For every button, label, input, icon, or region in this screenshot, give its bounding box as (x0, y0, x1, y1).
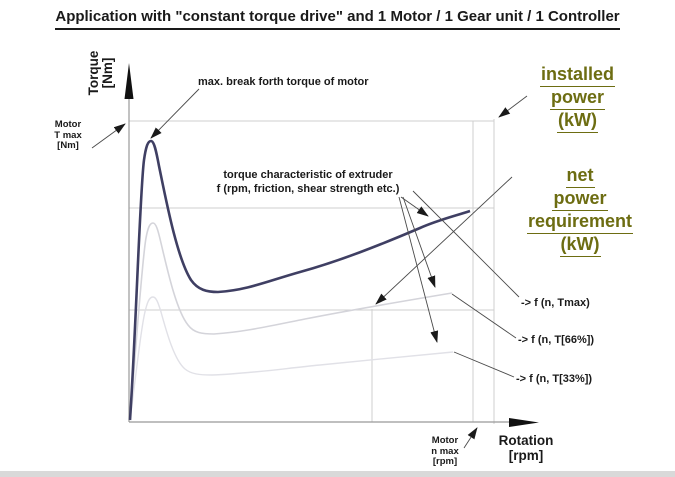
main-torque-curve (128, 139, 471, 421)
torque-33-curve (129, 296, 454, 421)
y-axis-label-line1: Torque (85, 50, 101, 96)
callout-lines (91, 88, 528, 449)
page-title: Application with "constant torque drive"… (55, 8, 620, 30)
callout-net-power-arrow (375, 176, 513, 305)
net-power-line1: net (565, 165, 595, 188)
extruder-characteristic-label: torque characteristic of extruder f (rpm… (190, 168, 426, 197)
net-power-line3: requirement (526, 211, 634, 234)
motor-tmax-marker: Motor T max [Nm] (42, 119, 94, 152)
callout-extruder-to-66-arrow (402, 196, 436, 288)
motor-tmax-line3: [Nm] (57, 140, 79, 152)
installed-power-label: installed power (kW) (505, 64, 650, 133)
motor-nmax-line2: n max (431, 445, 459, 457)
installed-power-line3: (kW) (557, 110, 598, 133)
motor-tmax-line2: T max (54, 129, 82, 141)
x-axis-label-line2: [rpm] (508, 448, 544, 464)
extruder-characteristic-line2: f (rpm, friction, shear strength etc.) (216, 183, 400, 196)
net-power-line4: (kW) (559, 234, 601, 257)
motor-nmax-marker: Motor n max [rpm] (420, 435, 470, 468)
x-axis-arrow-icon (509, 418, 539, 427)
callout-motor-nmax-arrow (463, 427, 478, 449)
callout-motor-tmax-arrow (91, 123, 126, 149)
motor-nmax-line3: [rpm] (432, 456, 458, 468)
curve-label-t33: -> f (n, T[33%]) (516, 373, 593, 385)
callout-installed-power-arrow (498, 95, 528, 118)
curve-label-tmax: -> f (n, Tmax) (521, 297, 590, 309)
callout-line-to-tmax-label (412, 190, 520, 298)
axes (124, 63, 539, 427)
plot-frame (129, 119, 495, 424)
motor-nmax-line1: Motor (431, 435, 459, 446)
net-power-line2: power (552, 188, 608, 211)
installed-power-line2: power (549, 87, 605, 110)
y-axis-arrow-icon (124, 63, 134, 99)
y-axis-label-line2: [Nm] (100, 57, 115, 89)
motor-tmax-line1: Motor (54, 119, 82, 130)
x-axis-label: Rotation [rpm] (487, 433, 565, 463)
callout-extruder-to-33-arrow (398, 196, 439, 343)
torque-66-curve (129, 222, 453, 421)
callout-line-to-t33-label (453, 351, 515, 378)
bottom-border (0, 471, 675, 477)
x-axis-label-line1: Rotation (498, 433, 554, 448)
callout-break-forth-arrow (150, 88, 200, 139)
installed-power-line1: installed (539, 64, 616, 87)
callout-line-to-t66-label (451, 293, 517, 339)
callout-extruder-to-main-arrow (400, 196, 429, 217)
break-forth-label: max. break forth torque of motor (198, 76, 369, 88)
y-axis-label: Torque [Nm] (84, 28, 118, 118)
curve-label-t66: -> f (n, T[66%]) (518, 334, 595, 346)
net-power-label: net power requirement (kW) (500, 165, 660, 257)
title-wrap: Application with "constant torque drive"… (0, 8, 675, 30)
extruder-characteristic-line1: torque characteristic of extruder (223, 169, 393, 181)
